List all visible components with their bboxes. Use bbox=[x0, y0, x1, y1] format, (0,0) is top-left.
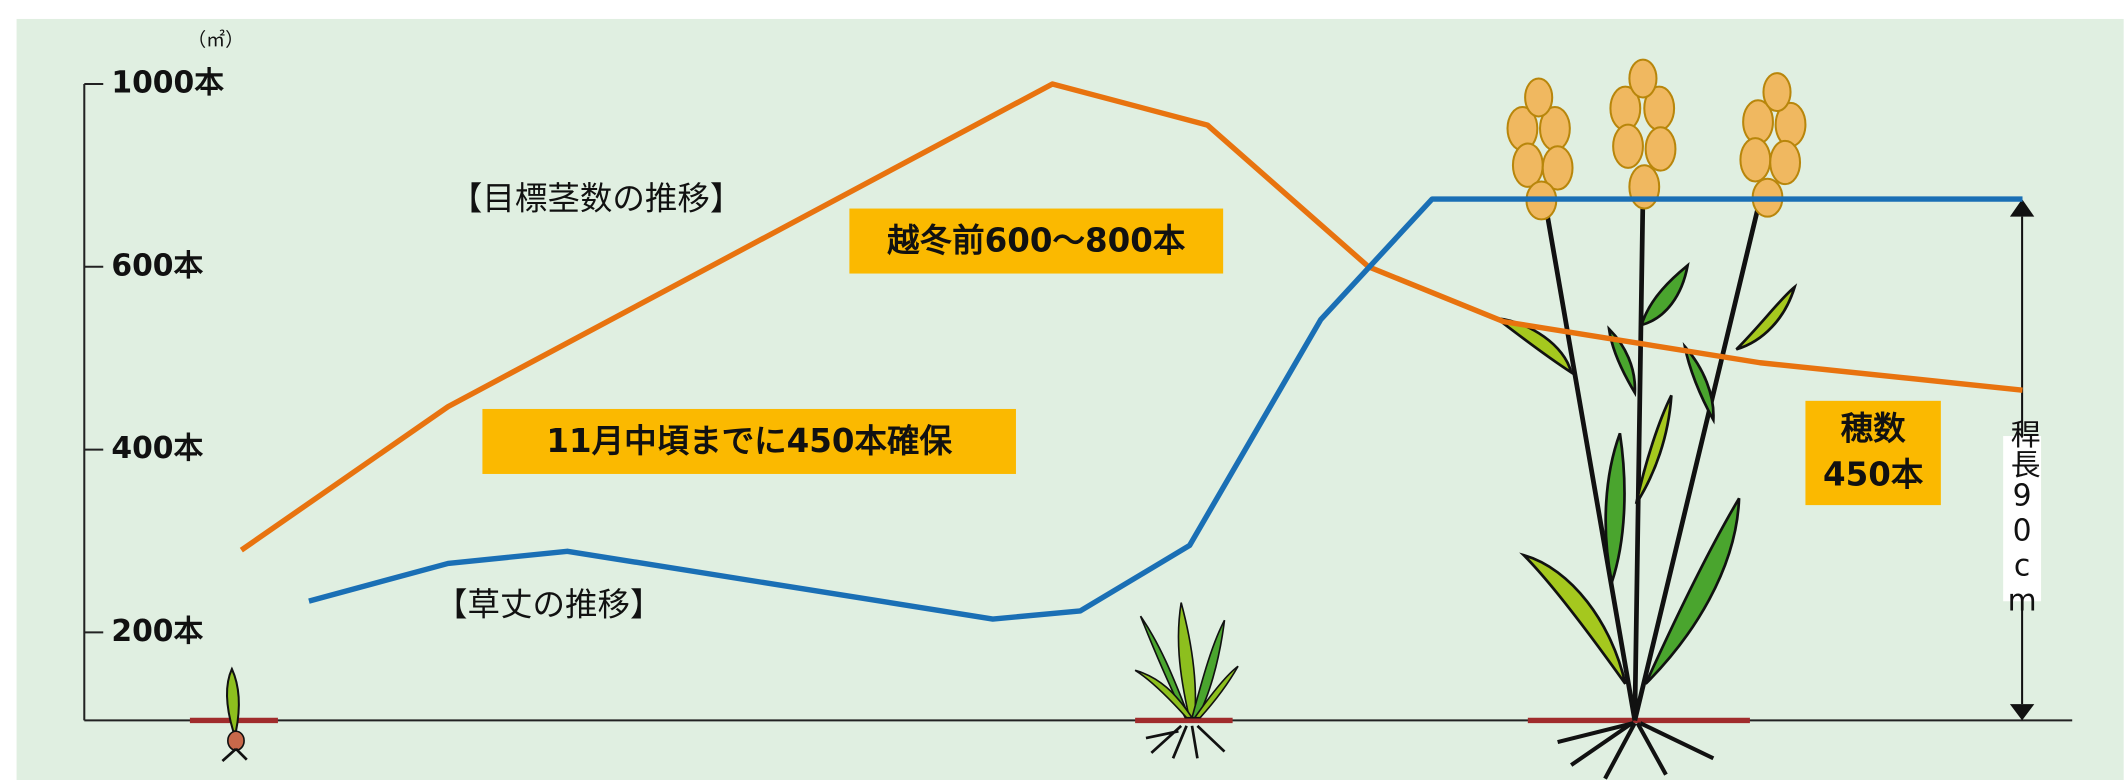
series-line bbox=[239, 81, 2023, 553]
mature-wheat bbox=[1491, 58, 1807, 780]
series-line bbox=[308, 196, 2023, 622]
unit-label: （㎡） bbox=[187, 28, 244, 51]
height-arrow bbox=[2003, 199, 2042, 721]
y-tick-label: 400本 bbox=[111, 431, 203, 466]
y-tick-label: 600本 bbox=[111, 248, 203, 283]
annotation-box bbox=[849, 208, 1224, 274]
seedling bbox=[189, 666, 278, 763]
annotation: 穂数 bbox=[1841, 410, 1907, 448]
series-label: 【草丈の推移】 bbox=[435, 586, 663, 624]
annotation: 11月中頃までに450本確保 bbox=[546, 422, 952, 460]
tillering-plant bbox=[1134, 602, 1239, 759]
annotation: 稈長90cm bbox=[2005, 419, 2041, 619]
annotation-box bbox=[1805, 400, 1941, 506]
background bbox=[16, 18, 2124, 780]
annotation-box bbox=[482, 408, 1016, 474]
series-label: 【目標茎数の推移】 bbox=[450, 179, 743, 217]
annotation: 450本 bbox=[1823, 456, 1924, 494]
y-tick-label: 200本 bbox=[111, 614, 203, 649]
annotation: 越冬前600～800本 bbox=[887, 221, 1186, 259]
y-tick-label: 1000本 bbox=[111, 65, 224, 100]
